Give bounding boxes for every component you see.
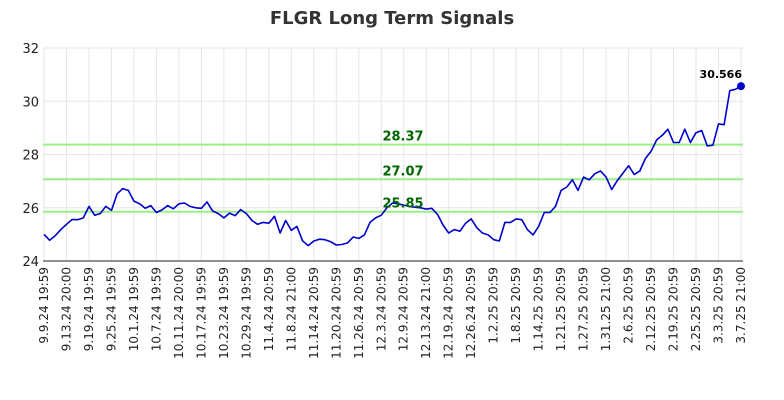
axes: 24 26 28 30 32 9.9.24 19:59 9.13.24 20:00 9.19.… <box>22 42 748 359</box>
x-tick-label: 10.17.24 19:59 <box>194 267 208 359</box>
x-tick-label: 9.13.24 20:00 <box>59 267 73 351</box>
x-tick-label: 1.27.25 20:59 <box>577 267 591 351</box>
x-tick-label: 12.26.24 20:59 <box>464 267 478 359</box>
x-tick-label: 9.19.24 19:59 <box>82 267 96 351</box>
x-tick-label: 10.23.24 19:59 <box>217 267 231 359</box>
grid <box>43 47 743 262</box>
x-tick-label: 10.11.24 20:00 <box>172 267 186 359</box>
x-tick-label: 11.8.24 21:00 <box>284 267 298 351</box>
y-tick-label: 26 <box>22 202 39 217</box>
x-tick-label: 2.6.25 20:59 <box>622 267 636 344</box>
chart-title: FLGR Long Term Signals <box>269 8 515 29</box>
x-tick-label: 9.9.24 19:59 <box>37 267 51 344</box>
x-tick-label: 1.21.25 20:59 <box>554 267 568 351</box>
price-series-line <box>43 85 742 247</box>
x-tick-label: 11.20.24 20:59 <box>329 267 343 359</box>
last-point-marker <box>737 82 745 91</box>
x-tick-label: 11.14.24 20:59 <box>307 267 321 359</box>
x-tick-label: 1.14.25 20:59 <box>532 267 546 351</box>
x-tick-label: 9.25.24 19:59 <box>104 267 118 351</box>
y-tick-label: 30 <box>22 95 39 110</box>
x-tick-label: 10.7.24 19:59 <box>149 267 163 351</box>
series <box>43 82 745 247</box>
x-tick-label: 3.3.25 20:59 <box>712 267 726 344</box>
y-tick-label: 24 <box>22 255 39 270</box>
x-tick-label: 3.7.25 21:00 <box>734 267 748 344</box>
x-tick-label: 2.19.25 20:59 <box>667 267 681 351</box>
y-tick-label: 32 <box>22 42 39 57</box>
x-tick-label: 1.8.25 20:59 <box>509 267 523 344</box>
x-tick-label: 10.29.24 19:59 <box>239 267 253 359</box>
x-tick-label: 2.12.25 20:59 <box>644 267 658 351</box>
x-tick-label: 12.9.24 20:59 <box>397 267 411 351</box>
x-tick-label: 11.4.24 20:59 <box>262 267 276 351</box>
x-tick-label: 1.31.25 21:00 <box>599 267 613 351</box>
x-tick-label: 12.19.24 20:59 <box>442 267 456 359</box>
labels: 28.37 27.07 25.85 30.566 <box>382 68 742 212</box>
signal-line-label: 27.07 <box>382 164 423 179</box>
signal-line-label: 28.37 <box>382 130 423 145</box>
last-value-label: 30.566 <box>700 68 743 81</box>
signal-line-label: 25.85 <box>382 197 423 212</box>
x-tick-label: 2.25.25 20:59 <box>689 267 703 351</box>
x-tick-label: 10.1.24 19:59 <box>127 267 141 351</box>
x-tick-label: 11.26.24 20:59 <box>352 267 366 359</box>
x-tick-label: 12.3.24 20:59 <box>374 267 388 351</box>
x-tick-label: 12.13.24 21:00 <box>419 267 433 359</box>
x-tick-label: 1.2.25 20:59 <box>487 267 501 344</box>
y-tick-label: 28 <box>22 149 39 164</box>
